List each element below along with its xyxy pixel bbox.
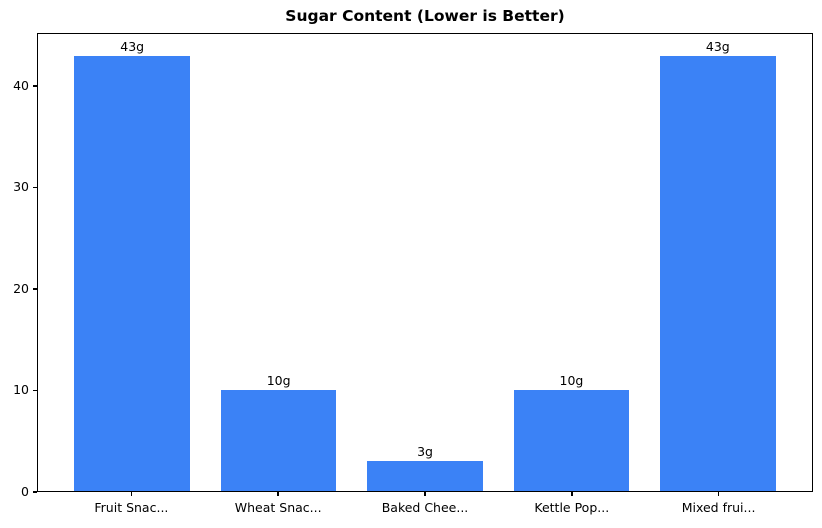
plot-area: 43g 10g 3g 10g 43g [37,33,813,492]
bar-value-label: 10g [559,372,584,388]
bar [367,460,483,491]
bar-value-label: 43g [120,39,145,55]
y-tick-label: 10 [13,382,29,398]
bar-group: 10g [498,34,644,491]
bar-group: 43g [645,34,791,491]
bar [74,56,191,491]
bar-group: 3g [352,34,498,491]
y-tick-mark [33,288,37,290]
x-tick-label: Baked Chee... [381,500,469,515]
x-tick-label: Mixed frui... [681,500,756,515]
x-tick-mark [130,492,133,496]
x-tick-label: Kettle Pop... [534,500,610,515]
bar-value-label: 43g [705,39,730,55]
bar-value-label: 10g [266,372,291,388]
bar-group: 43g [59,34,205,491]
x-tick-label: Fruit Snac... [94,500,169,515]
bars-layer: 43g 10g 3g 10g 43g [38,34,812,491]
bar [220,389,337,491]
x-tick-mark [424,492,426,496]
y-tick-mark [33,389,37,392]
y-tick-mark [33,85,37,87]
y-tick-label: 40 [13,77,29,93]
y-tick-label: 30 [13,179,29,195]
bar-group: 10g [205,34,351,491]
bar-value-label: 3g [417,443,433,459]
bar [660,56,776,491]
y-tick-label: 0 [21,484,29,499]
x-tick-mark [571,492,573,496]
chart-title: Sugar Content (Lower is Better) [285,7,565,25]
bar [513,389,630,491]
x-tick-label: Wheat Snac... [234,500,322,515]
y-tick-mark [33,491,37,493]
x-tick-mark [277,492,279,496]
x-tick-mark [717,492,720,496]
y-tick-mark [33,186,37,189]
y-tick-label: 20 [13,280,29,296]
